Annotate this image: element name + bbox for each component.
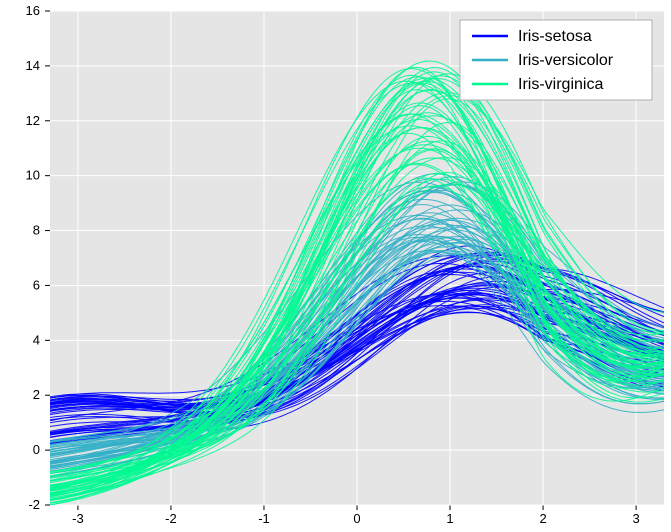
legend-label: Iris-virginica [518, 76, 603, 93]
y-tick-label: 8 [33, 223, 40, 238]
y-tick-label: 14 [26, 58, 40, 73]
y-tick-label: 4 [33, 332, 40, 347]
x-tick-label: 1 [446, 511, 453, 526]
legend-label: Iris-versicolor [518, 52, 614, 69]
y-tick-label: 10 [26, 168, 40, 183]
y-tick-label: 2 [33, 387, 40, 402]
x-tick-label: -3 [72, 511, 84, 526]
y-tick-label: 12 [26, 113, 40, 128]
x-tick-label: 0 [353, 511, 360, 526]
y-tick-label: 0 [33, 442, 40, 457]
x-tick-label: -1 [258, 511, 270, 526]
y-tick-label: 6 [33, 277, 40, 292]
y-tick-label: 16 [26, 3, 40, 18]
x-tick-label: 2 [539, 511, 546, 526]
x-tick-label: 3 [632, 511, 639, 526]
legend: Iris-setosa Iris-versicolor Iris-virginica [460, 20, 652, 100]
andrews-curves-chart: -3-2-10123-20246810121416Iris-setosaIris… [0, 0, 671, 532]
legend-label: Iris-setosa [518, 28, 592, 45]
y-tick-label: -2 [28, 497, 40, 512]
x-tick-label: -2 [165, 511, 177, 526]
